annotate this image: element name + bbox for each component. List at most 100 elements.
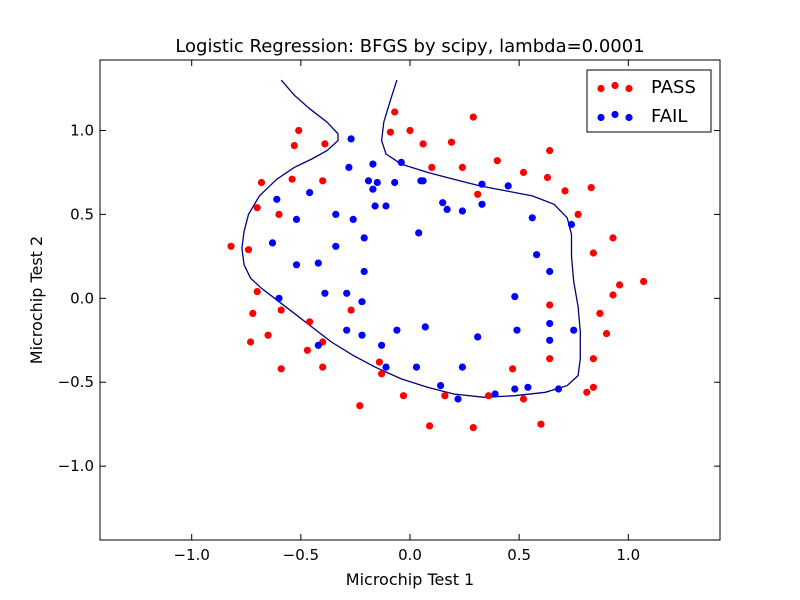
pass-point-22	[375, 358, 383, 366]
pass-point-30	[519, 395, 528, 403]
fail-point-33	[412, 363, 421, 371]
pass-point-55	[419, 140, 427, 148]
fail-point-24	[343, 289, 351, 297]
legend-label-pass: PASS	[651, 77, 696, 98]
fail-point-14	[332, 242, 340, 250]
pass-point-43	[609, 234, 617, 242]
fail-point-48	[533, 251, 541, 259]
pass-point-46	[561, 187, 569, 195]
fail-point-34	[437, 382, 445, 390]
fail-point-50	[528, 214, 536, 222]
fail-point-54	[458, 207, 466, 215]
fail-point-44	[546, 336, 554, 344]
pass-point-14	[277, 306, 285, 314]
pass-point-11	[249, 309, 257, 317]
pass-point-48	[546, 147, 554, 155]
fail-point-13	[360, 234, 368, 242]
fail-point-3	[373, 178, 381, 187]
fail-point-12	[349, 215, 357, 223]
pass-point-35	[589, 383, 598, 391]
pass-point-17	[303, 346, 311, 354]
pass-point-56	[406, 126, 414, 135]
pass-point-1	[290, 142, 298, 150]
fail-point-49	[567, 220, 576, 229]
fail-point-21	[360, 267, 368, 276]
pass-point-0	[295, 126, 303, 135]
fail-point-23	[321, 289, 329, 297]
fail-point-1	[345, 163, 353, 171]
fail-point-51	[504, 182, 512, 190]
pass-point-24	[399, 392, 408, 400]
pass-point-9	[244, 246, 253, 254]
pass-point-34	[583, 388, 591, 396]
legend-entries: PASS FAIL	[597, 77, 696, 127]
fail-point-40	[524, 383, 532, 391]
x-tick-label-2: 0.0	[398, 546, 422, 564]
fail-point-4	[369, 185, 377, 193]
fail-point-47	[546, 267, 554, 276]
fail-point-56	[439, 199, 447, 207]
fail-point-2	[364, 177, 373, 185]
pass-point-41	[640, 277, 648, 286]
pass-point-23	[378, 370, 386, 378]
pass-point-33	[546, 301, 554, 309]
pass-point-59	[469, 113, 477, 121]
pass-point-13	[264, 331, 272, 339]
pass-point-50	[493, 157, 501, 165]
ticks-layer: −1.0 −0.5 0.0 0.5 1.0 −1.0 −0.5 0.0 0.5 1.0	[58, 60, 720, 564]
pass-point-2	[321, 140, 329, 148]
fail-point-58	[417, 177, 425, 185]
fail-point-43	[546, 319, 554, 328]
y-axis-label: Microchip Test 2	[27, 236, 46, 364]
fail-point-6	[391, 178, 399, 187]
pass-point-28	[485, 392, 493, 400]
pass-point-58	[391, 108, 399, 116]
fail-point-46	[570, 326, 578, 334]
pass-point-47	[543, 173, 552, 182]
fail-point-52	[478, 180, 486, 188]
legend: PASS FAIL	[586, 69, 712, 133]
pass-point-45	[587, 184, 595, 192]
fail-point-45	[554, 385, 563, 393]
y-tick-label-0: −1.0	[58, 457, 94, 475]
fail-point-15	[306, 189, 314, 197]
legend-marker-pass-0	[597, 84, 605, 93]
legend-marker-pass-2	[625, 84, 633, 93]
legend-entry-fail: FAIL	[597, 106, 687, 127]
legend-label-fail: FAIL	[651, 106, 687, 127]
pass-point-54	[428, 163, 436, 171]
fail-point-57	[415, 229, 423, 237]
pass-point-27	[469, 424, 477, 432]
y-tick-label-1: −0.5	[58, 373, 94, 391]
fail-point-10	[382, 202, 390, 210]
y-tick-label-4: 1.0	[70, 121, 94, 139]
x-tick-label-0: −1.0	[173, 546, 209, 564]
pass-point-39	[609, 291, 617, 299]
fail-point-22	[275, 294, 283, 302]
pass-point-37	[596, 309, 604, 317]
fail-point-27	[358, 331, 366, 339]
fail-point-53	[478, 200, 486, 208]
pass-point-25	[426, 422, 434, 430]
pass-point-31	[537, 420, 545, 428]
pass-point-51	[474, 190, 482, 198]
pass-point-32	[546, 355, 554, 363]
fail-point-32	[382, 363, 390, 371]
pass-point-8	[227, 242, 235, 250]
pass-point-4	[288, 175, 296, 183]
pass-point-29	[508, 365, 517, 373]
fail-point-42	[511, 293, 519, 301]
legend-marker-fail-0	[597, 113, 605, 122]
pass-point-53	[447, 138, 456, 146]
fail-point-19	[292, 261, 301, 269]
pass-point-36	[589, 355, 598, 363]
pass-point-26	[441, 392, 449, 400]
pass-point-19	[319, 363, 327, 371]
fail-point-17	[292, 215, 301, 223]
fail-point-28	[378, 341, 386, 349]
fail-point-29	[393, 326, 401, 334]
y-tick-label-2: 0.0	[70, 289, 94, 307]
fail-point-37	[474, 333, 482, 341]
legend-marker-fail-2	[625, 113, 633, 122]
